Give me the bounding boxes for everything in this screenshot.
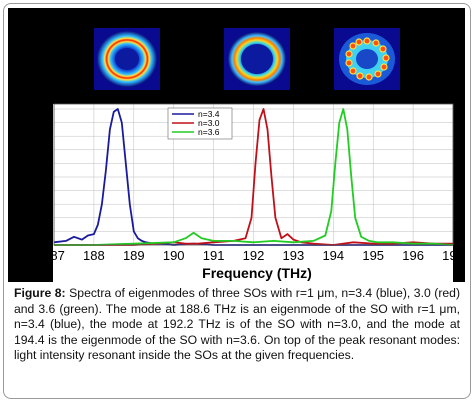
caption-text: Spectra of eigenmodes of three SOs with …	[14, 286, 461, 362]
x-tick-label: 190	[163, 248, 185, 263]
x-ticks: 187 188 189 190 191 192 193 194 195 196 197	[43, 248, 464, 263]
left-black-band	[8, 104, 53, 282]
series-line-1	[54, 108, 453, 246]
legend-label-n30: n=3.0	[198, 118, 220, 128]
x-tick-label: 196	[402, 248, 424, 263]
y-tick-label: 0.9	[39, 118, 51, 128]
figure-caption: Figure 8: Spectra of eigenmodes of three…	[14, 286, 460, 364]
figure-frame: 0.0 0.1 0.2 0.3 0.4 0.5 0.6 0.7 0.8 0.9 1.0 187 188…	[3, 3, 471, 399]
spectrum-chart: 0.0 0.1 0.2 0.3 0.4 0.5 0.6 0.7 0.8 0.9 1.0 187 188…	[30, 103, 464, 281]
mode-image-green	[334, 28, 400, 90]
x-tick-label: 195	[362, 248, 384, 263]
legend-label-n36: n=3.6	[198, 127, 220, 137]
x-tick-label: 191	[203, 248, 225, 263]
right-black-band	[453, 104, 465, 282]
caption-label: Figure 8:	[14, 286, 66, 300]
y-tick-label: 0.1	[39, 226, 51, 236]
y-tick-label: 0.5	[39, 172, 51, 182]
x-tick-label: 197	[442, 248, 464, 263]
x-axis-label: Frequency (THz)	[202, 265, 312, 281]
y-axis-label: Normalized Intensity I2	[30, 112, 43, 208]
series-line-2	[54, 108, 454, 246]
mode-image-blue	[94, 28, 160, 90]
y-tick-label: 0.0	[39, 240, 51, 250]
y-tick-label: 0.3	[39, 199, 51, 209]
y-tick-label: 0.4	[39, 186, 51, 196]
plot-frame	[53, 103, 454, 246]
legend-label-n34: n=3.4	[198, 109, 220, 119]
y-tick-label: 0.6	[39, 158, 51, 168]
x-tick-label: 189	[123, 248, 145, 263]
y-tick-label: 1.0	[39, 104, 51, 114]
x-tick-label: 188	[83, 248, 105, 263]
x-tick-label: 193	[283, 248, 305, 263]
x-tick-label: 194	[322, 248, 344, 263]
y-tick-label: 0.8	[39, 131, 51, 141]
mode-image-red	[224, 28, 290, 90]
legend: n=3.4 n=3.0 n=3.6	[167, 107, 233, 140]
y-tick-label: 0.2	[39, 213, 51, 223]
y-ticks: 0.0 0.1 0.2 0.3 0.4 0.5 0.6 0.7 0.8 0.9 1.0	[39, 104, 51, 250]
x-tick-label: 192	[243, 248, 265, 263]
figure-area: 0.0 0.1 0.2 0.3 0.4 0.5 0.6 0.7 0.8 0.9 1.0 187 188…	[8, 8, 465, 282]
y-tick-label: 0.7	[39, 145, 51, 155]
x-tick-label: 187	[43, 248, 65, 263]
